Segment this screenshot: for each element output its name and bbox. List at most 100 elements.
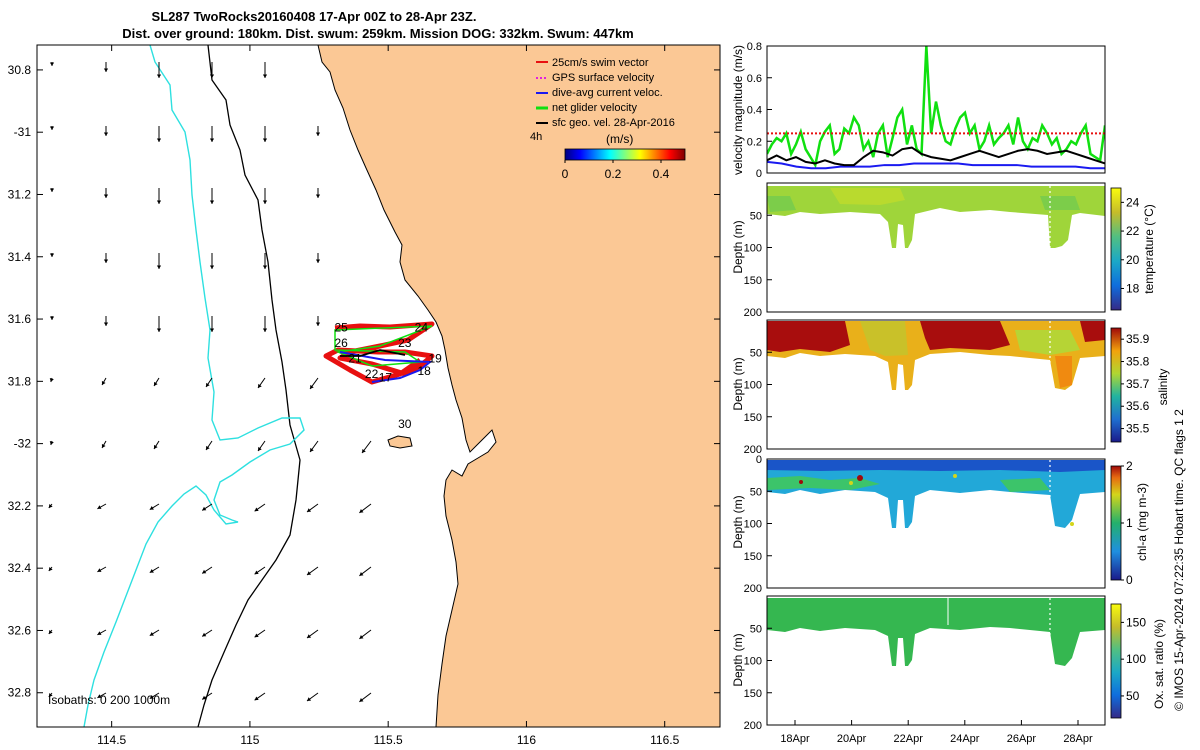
velocity-ytick-label: 0.2 [747,136,762,148]
quiver-arrow [209,253,215,269]
quiver-arrow [209,126,215,142]
quiver-arrow [201,692,213,700]
colorbar-tick-label: 35.5 [1126,422,1150,436]
salinity-mid-2 [1015,330,1080,355]
quiver-arrow [205,440,213,451]
quiver-arrow [306,692,319,702]
quiver-arrow [254,629,266,638]
depth-tick-label: 200 [744,307,762,319]
depth-tick-label: 200 [744,444,762,456]
quiver-arrow [97,503,107,510]
quiver-arrow [315,253,321,263]
quiver-arrow [262,62,268,78]
map-ytick-label: 31.2 [8,187,32,201]
depth-tick-label: 100 [744,380,762,392]
track-day-label: 24 [415,321,429,335]
quiver-arrow [103,188,109,198]
quiver-arrow [209,62,215,78]
depth-tick-label: 50 [750,347,762,359]
map-xtick-label: 115.5 [374,733,403,747]
temperature-cool-patch-2 [1040,196,1080,210]
salinity-panel: 50 100 150 200 35.5 35.6 35.7 35.8 35.9 Depth (m… [731,319,1170,456]
colorbar-tick-label: 35.8 [1126,355,1150,369]
depth-tick-label: 100 [744,656,762,668]
map-ytick-label: 32.8 [8,686,32,700]
temperature-clabel: temperature (°C) [1142,204,1156,294]
track-day-label: 26 [334,336,348,350]
colorbar-title: (m/s) [606,132,633,146]
colorbar-tick-label: 1 [1126,516,1133,530]
colorbar-tick-label: 24 [1126,195,1140,209]
track-day-label: 23 [398,336,412,350]
quiver-arrow [205,377,213,388]
scale-label: 4h [530,131,542,143]
temperature-warm-patch [830,188,905,205]
quiver-arrow [262,188,268,204]
quiver-arrow [101,377,107,386]
legend-net: net glider velocity [552,102,637,114]
map-ytick-label: -32 [14,437,32,451]
depth-tick-label: 50 [750,210,762,222]
depth-tick-label: 150 [744,551,762,563]
quiver-arrow [149,692,160,700]
chla-dot [849,481,853,485]
speed-colorbar-tick-label: 0.2 [605,167,622,181]
quiver-arrow [306,503,319,513]
quiver-arrow [49,62,55,66]
map-xtick-label: 116.5 [650,733,679,747]
colorbar-tick-label: 150 [1126,615,1146,629]
quiver-arrow [48,503,53,509]
isobath-200 [197,45,301,727]
date-tick-label: 22Apr [894,733,924,745]
chla-field [767,460,1105,528]
chla-dot [857,475,863,481]
track-day-label: 17 [379,370,393,384]
oxygen-clabel: Ox. sat. ratio (%) [1152,619,1166,709]
quiver-arrow [156,316,162,332]
velocity-ytick-label: 0.8 [747,41,762,53]
geostrophic-vectors [48,62,372,703]
quiver-arrow [149,566,160,574]
quiver-arrow [149,503,160,511]
quiver-arrow [97,692,107,699]
chla-green-band [767,476,880,490]
map-land [317,45,720,727]
date-tick-label: 28Apr [1063,733,1093,745]
quiver-arrow [359,503,372,514]
quiver-arrow [201,629,213,637]
isobath-label: Isobaths: 0 200 1000m [48,693,170,707]
map-ytick-label: 32.4 [8,561,32,575]
quiver-arrow [49,440,54,446]
chla-green-band-2 [1000,478,1050,492]
colorbar-tick-label: 35.9 [1126,332,1150,346]
chla-ylabel: Depth (m) [731,495,745,548]
quiver-arrow [156,62,162,78]
quiver-arrow [359,629,372,640]
salinity-orange [1055,356,1072,388]
colorbar-tick-label: 100 [1126,652,1146,666]
quiver-arrow [48,566,53,572]
depth-ticks: 50 100 150 200 35.5 35.6 35.7 35.8 35.9 [744,332,1150,456]
quiver-arrow [201,503,213,511]
depth-tick-label: 100 [744,519,762,531]
velocity-ticks: 0 0.2 0.4 0.6 0.8 [747,41,772,180]
colorbar-tick-label: 50 [1126,689,1140,703]
quiver-arrow [262,316,268,332]
oxygen-ylabel: Depth (m) [731,633,745,686]
track-day-label: 22 [365,367,379,381]
sfc-track [340,349,406,357]
depth-ticks: 0 50 100 150 200 0 1 2 [744,454,1133,595]
temperature-panel: 50 100 150 200 18 20 22 24 Depth (m) temperatur… [731,182,1156,319]
quiver-arrow [254,566,266,575]
oxygen-panel: 50 100 150 200 50 100 150 Depth (m) Ox. sat. r… [731,595,1166,745]
legend-sfc: sfc geo. vel. 28-Apr-2016 [552,117,675,129]
depth-ticks: 50 100 150 200 18 20 22 24 [744,195,1140,319]
map-ticks: 114.5 115 115.5 116 116.5 30.8 -31 31.2 31.4 31.6… [8,45,720,747]
depth-tick-label: 100 [744,243,762,255]
date-tick-label: 24Apr [950,733,980,745]
quiver-arrow [359,692,372,703]
net-velocity-track [334,325,433,367]
chla-dot [1070,522,1074,526]
